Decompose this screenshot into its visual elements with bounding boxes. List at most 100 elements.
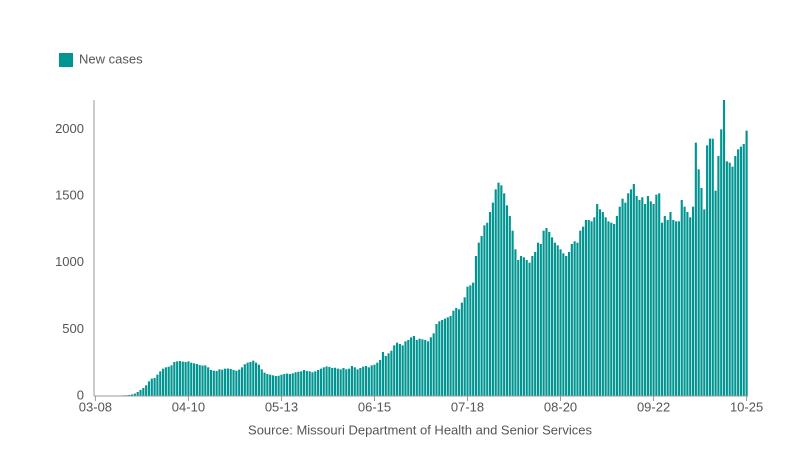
bar <box>714 190 717 396</box>
bar <box>522 257 525 396</box>
bar <box>401 345 404 396</box>
bar <box>576 242 579 396</box>
bar <box>159 371 162 396</box>
bar <box>632 184 635 396</box>
bar <box>232 370 235 396</box>
bar <box>677 221 681 396</box>
bar <box>198 365 201 396</box>
bar <box>142 388 145 396</box>
bar <box>322 367 325 396</box>
bar <box>376 362 379 396</box>
bar <box>720 129 723 397</box>
bar <box>680 200 683 396</box>
bar <box>418 338 421 396</box>
bar <box>565 256 568 396</box>
legend-swatch <box>59 53 73 67</box>
bar <box>570 244 573 396</box>
bar <box>584 220 587 396</box>
bar <box>407 340 410 396</box>
legend-label: New cases <box>79 51 143 66</box>
bar <box>305 370 308 396</box>
bar <box>644 204 647 396</box>
bar <box>663 216 666 396</box>
bar <box>207 367 210 396</box>
bar <box>348 368 351 396</box>
bar <box>683 206 686 396</box>
bar <box>128 394 131 396</box>
bar <box>164 367 167 396</box>
bar <box>350 366 354 396</box>
bar <box>624 202 627 396</box>
bar <box>209 370 213 396</box>
bar <box>536 242 540 396</box>
bar <box>675 221 678 396</box>
bar <box>598 209 602 396</box>
bar <box>505 205 509 396</box>
bar <box>176 361 179 396</box>
bar <box>551 237 554 396</box>
bar <box>435 324 438 396</box>
x-tick-label: 08-20 <box>544 399 577 414</box>
bar <box>725 161 728 396</box>
bar <box>311 372 314 396</box>
bar <box>539 244 542 396</box>
bar <box>145 385 148 396</box>
bar <box>367 367 370 396</box>
x-tick-label: 07-18 <box>451 399 484 414</box>
bar <box>728 162 731 396</box>
x-tick-label: 05-13 <box>265 399 298 414</box>
bar <box>331 368 334 396</box>
bar <box>246 362 249 396</box>
bar <box>582 226 585 396</box>
bar <box>381 352 385 396</box>
bar <box>184 362 187 396</box>
bar <box>708 138 712 396</box>
x-tick-label: 03-08 <box>79 399 112 414</box>
source-note: Source: Missouri Department of Health an… <box>248 422 592 437</box>
bar <box>415 340 418 396</box>
x-tick-label: 04-10 <box>172 399 205 414</box>
bar <box>590 221 593 396</box>
bar <box>655 194 658 396</box>
bar <box>483 225 486 396</box>
bar <box>260 369 263 396</box>
bar <box>161 368 165 396</box>
bar <box>697 169 700 396</box>
bar <box>613 224 616 396</box>
bar <box>528 262 531 396</box>
bar <box>167 366 170 396</box>
bar <box>300 371 303 396</box>
bar <box>460 302 463 396</box>
bar <box>621 198 624 396</box>
bar <box>215 370 218 396</box>
bar <box>238 369 241 396</box>
bar <box>187 361 190 396</box>
bar <box>672 220 675 396</box>
bar <box>660 222 664 396</box>
bar <box>379 360 382 396</box>
x-tick-label: 10-25 <box>730 399 763 414</box>
bar <box>446 317 449 396</box>
bar <box>494 189 497 396</box>
bar <box>469 285 472 396</box>
x-tick-label: 06-15 <box>358 399 391 414</box>
bar <box>449 316 452 396</box>
bar <box>629 189 633 396</box>
bar <box>491 202 494 396</box>
bar <box>342 368 345 396</box>
bar <box>737 149 740 396</box>
bar <box>649 201 652 396</box>
bar <box>474 256 478 396</box>
bar <box>257 364 260 396</box>
bar <box>218 369 221 396</box>
bar <box>739 146 743 396</box>
bar <box>731 166 734 396</box>
bar <box>356 369 359 396</box>
bar <box>457 309 461 396</box>
bar <box>204 365 207 396</box>
bar <box>615 216 618 396</box>
bar <box>559 249 562 396</box>
bar <box>353 367 356 396</box>
bar <box>514 249 517 396</box>
bar <box>294 372 297 396</box>
